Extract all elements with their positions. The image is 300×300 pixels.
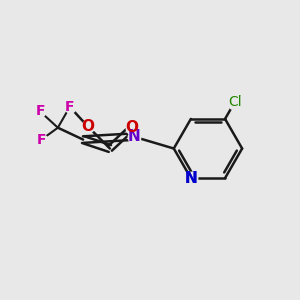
Text: N: N xyxy=(184,171,197,186)
Text: O: O xyxy=(81,119,94,134)
Text: O: O xyxy=(126,120,139,135)
Text: N: N xyxy=(127,129,140,144)
Text: F: F xyxy=(65,100,74,114)
Text: Cl: Cl xyxy=(228,95,242,109)
Text: N: N xyxy=(184,171,197,186)
Text: Cl: Cl xyxy=(228,95,242,109)
Text: F: F xyxy=(37,133,46,147)
Text: F: F xyxy=(35,104,45,118)
